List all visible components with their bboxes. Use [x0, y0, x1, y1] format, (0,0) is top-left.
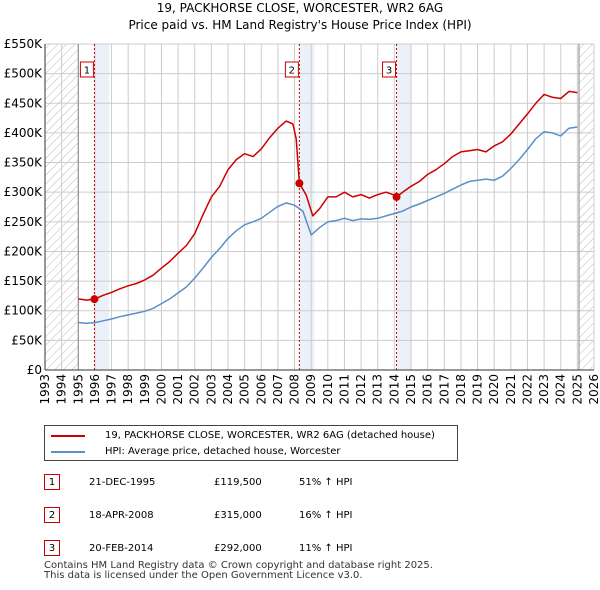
- x-tick-label: 2009: [304, 374, 318, 405]
- sale-highlight-band-1: [94, 44, 110, 370]
- hatch-region-end: [579, 44, 594, 370]
- x-tick-label: 2020: [487, 374, 501, 405]
- sale-label-box-3: [382, 61, 397, 78]
- legend-item-hpi: HPI: Average price, detached house, Worc…: [51, 444, 340, 459]
- transaction-hpi-change: 51% ↑ HPI: [299, 476, 353, 488]
- y-tick-label: £200K: [4, 244, 44, 258]
- sale-label-text-1: 1: [84, 66, 90, 77]
- series-line-property: [78, 90, 578, 301]
- x-tick-label: 1995: [71, 374, 85, 405]
- x-tick-label: 2002: [188, 374, 202, 405]
- footer-line2: This data is licensed under the Open Gov…: [44, 570, 363, 581]
- transaction-row: 2 18-APR-2008 £315,000 16% ↑ HPI: [44, 507, 352, 523]
- chart-legend: 19, PACKHORSE CLOSE, WORCESTER, WR2 6AG …: [44, 425, 458, 461]
- transaction-price: £315,000: [214, 509, 262, 521]
- legend-item-property: 19, PACKHORSE CLOSE, WORCESTER, WR2 6AG …: [51, 428, 435, 443]
- x-tick-label: 2005: [238, 374, 252, 405]
- sale-label-text-3: 3: [386, 66, 392, 77]
- sale-point-3: [392, 192, 401, 201]
- x-tick-label: 2001: [171, 374, 185, 405]
- sale-label-text-2: 2: [289, 66, 295, 77]
- x-tick-label: 2024: [554, 374, 568, 405]
- footer-attribution: Contains HM Land Registry data © Crown c…: [44, 561, 433, 581]
- x-tick-label: 1994: [55, 374, 69, 405]
- x-tick-label: 2014: [387, 374, 401, 405]
- y-tick-label: £300K: [4, 185, 44, 199]
- x-tick-label: 2021: [504, 374, 518, 405]
- legend-swatch-property: [51, 434, 85, 437]
- legend-label-property: 19, PACKHORSE CLOSE, WORCESTER, WR2 6AG …: [105, 430, 435, 441]
- x-tick-label: 2025: [570, 374, 584, 405]
- y-tick-label: £350K: [4, 156, 44, 170]
- y-tick-label: £550K: [4, 37, 44, 51]
- chart-title: 19, PACKHORSE CLOSE, WORCESTER, WR2 6AG …: [0, 0, 600, 34]
- sale-label-box-1: [79, 61, 94, 78]
- x-tick-label: 1996: [88, 374, 102, 405]
- transaction-price: £119,500: [214, 476, 262, 488]
- transaction-badge: 1: [44, 474, 60, 490]
- x-tick-label: 2023: [537, 374, 551, 405]
- transaction-row: 3 20-FEB-2014 £292,000 11% ↑ HPI: [44, 540, 352, 556]
- transaction-badge: 3: [44, 540, 60, 556]
- chart-title-line2: Price paid vs. HM Land Registry's House …: [128, 18, 472, 32]
- sale-label-box-2: [284, 61, 299, 78]
- sale-highlight-band-3: [396, 44, 412, 370]
- x-tick-label: 2012: [354, 374, 368, 405]
- x-tick-label: 2003: [204, 374, 218, 405]
- x-tick-label: 2015: [404, 374, 418, 405]
- transaction-hpi-change: 16% ↑ HPI: [299, 509, 353, 521]
- x-tick-label: 2018: [454, 374, 468, 405]
- chart-title-line1: 19, PACKHORSE CLOSE, WORCESTER, WR2 6AG: [156, 1, 444, 15]
- transaction-date: 18-APR-2008: [89, 509, 154, 521]
- legend-label-hpi: HPI: Average price, detached house, Worc…: [105, 446, 341, 457]
- x-tick-label: 2000: [154, 374, 168, 405]
- sale-point-1: [90, 295, 99, 304]
- x-tick-label: 2006: [254, 374, 268, 405]
- transaction-date: 20-FEB-2014: [89, 542, 154, 554]
- transaction-date: 21-DEC-1995: [89, 476, 156, 488]
- transaction-row: 1 21-DEC-1995 £119,500 51% ↑ HPI: [44, 474, 352, 490]
- x-tick-label: 1993: [38, 374, 52, 405]
- y-tick-label: £400K: [4, 126, 44, 140]
- x-tick-label: 1997: [105, 374, 119, 405]
- y-tick-label: £150K: [4, 274, 44, 288]
- x-tick-label: 2013: [371, 374, 385, 405]
- x-tick-label: 2008: [288, 374, 302, 405]
- legend-swatch-hpi: [51, 450, 85, 453]
- series-line-hpi: [78, 126, 578, 324]
- sale-highlight-band-2: [299, 44, 315, 370]
- x-tick-label: 2017: [437, 374, 451, 405]
- transaction-price: £292,000: [214, 542, 262, 554]
- y-tick-label: £50K: [11, 333, 43, 347]
- x-tick-label: 1998: [121, 374, 135, 405]
- sale-point-2: [295, 179, 304, 188]
- y-tick-label: £250K: [4, 215, 44, 229]
- x-tick-label: 2019: [471, 374, 485, 405]
- y-tick-label: £0: [27, 363, 42, 377]
- y-tick-label: £100K: [4, 304, 44, 318]
- x-tick-label: 2026: [587, 374, 600, 405]
- transaction-hpi-change: 11% ↑ HPI: [299, 542, 353, 554]
- x-tick-label: 2007: [271, 374, 285, 405]
- x-tick-label: 2016: [421, 374, 435, 405]
- footer-line1: Contains HM Land Registry data © Crown c…: [44, 560, 433, 571]
- x-tick-label: 2010: [321, 374, 335, 405]
- transaction-badge: 2: [44, 507, 60, 523]
- price-chart: 1 2 3 £0 £50K £100K £150K £200K £250K £300K £350K £…: [4, 37, 600, 405]
- y-tick-label: £500K: [4, 67, 44, 81]
- x-tick-label: 2011: [337, 374, 351, 405]
- x-tick-label: 2004: [221, 374, 235, 405]
- x-tick-label: 1999: [138, 374, 152, 405]
- y-tick-label: £450K: [4, 96, 44, 110]
- x-tick-label: 2022: [520, 374, 534, 405]
